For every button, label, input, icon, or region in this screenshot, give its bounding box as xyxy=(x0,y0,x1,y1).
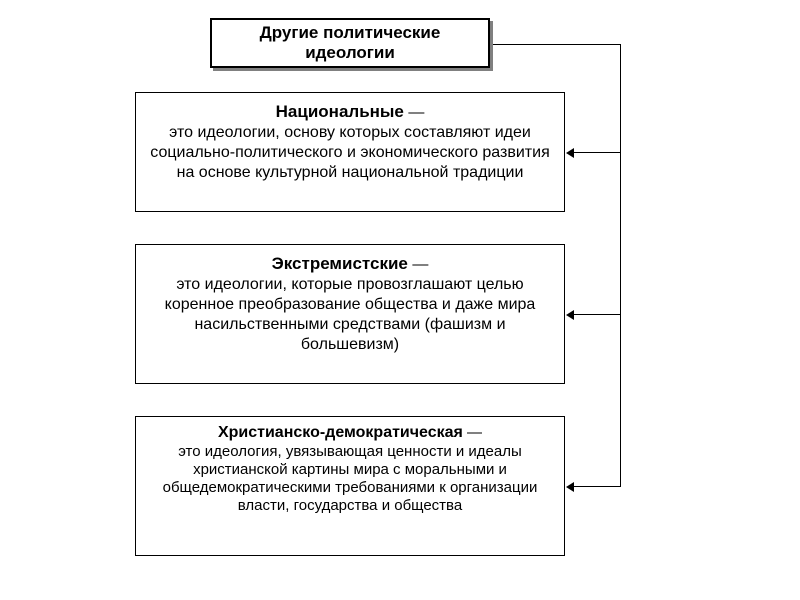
ideology-box-extremist: Экстремистские — это идеологии, которые … xyxy=(135,244,565,384)
arrow-icon xyxy=(566,482,574,492)
arrow-icon xyxy=(566,148,574,158)
ideology-heading: Экстремистские xyxy=(272,254,408,273)
dash: — xyxy=(404,104,424,121)
connector-line xyxy=(493,44,621,45)
title-text: Другие политические идеологии xyxy=(220,23,480,64)
diagram-canvas: { "diagram": { "type": "tree", "backgrou… xyxy=(0,0,800,600)
connector-trunk xyxy=(620,44,621,487)
ideology-heading: Национальные xyxy=(276,102,404,121)
ideology-box-national: Национальные — это идеологии, основу кот… xyxy=(135,92,565,212)
ideology-desc: это идеология, увязывающая ценности и ид… xyxy=(163,443,538,515)
title-box: Другие политические идеологии xyxy=(210,18,490,68)
connector-branch xyxy=(574,486,621,487)
ideology-heading: Христианско-демократическая xyxy=(218,424,463,441)
ideology-desc: это идеологии, которые провозглашают цел… xyxy=(165,276,536,353)
dash: — xyxy=(408,256,428,273)
arrow-icon xyxy=(566,310,574,320)
ideology-box-christian-democratic: Христианско-демократическая — это идеоло… xyxy=(135,416,565,556)
dash: — xyxy=(463,424,482,441)
connector-branch xyxy=(574,152,621,153)
connector-branch xyxy=(574,314,621,315)
ideology-desc: это идеологии, основу которых составляют… xyxy=(150,124,549,181)
